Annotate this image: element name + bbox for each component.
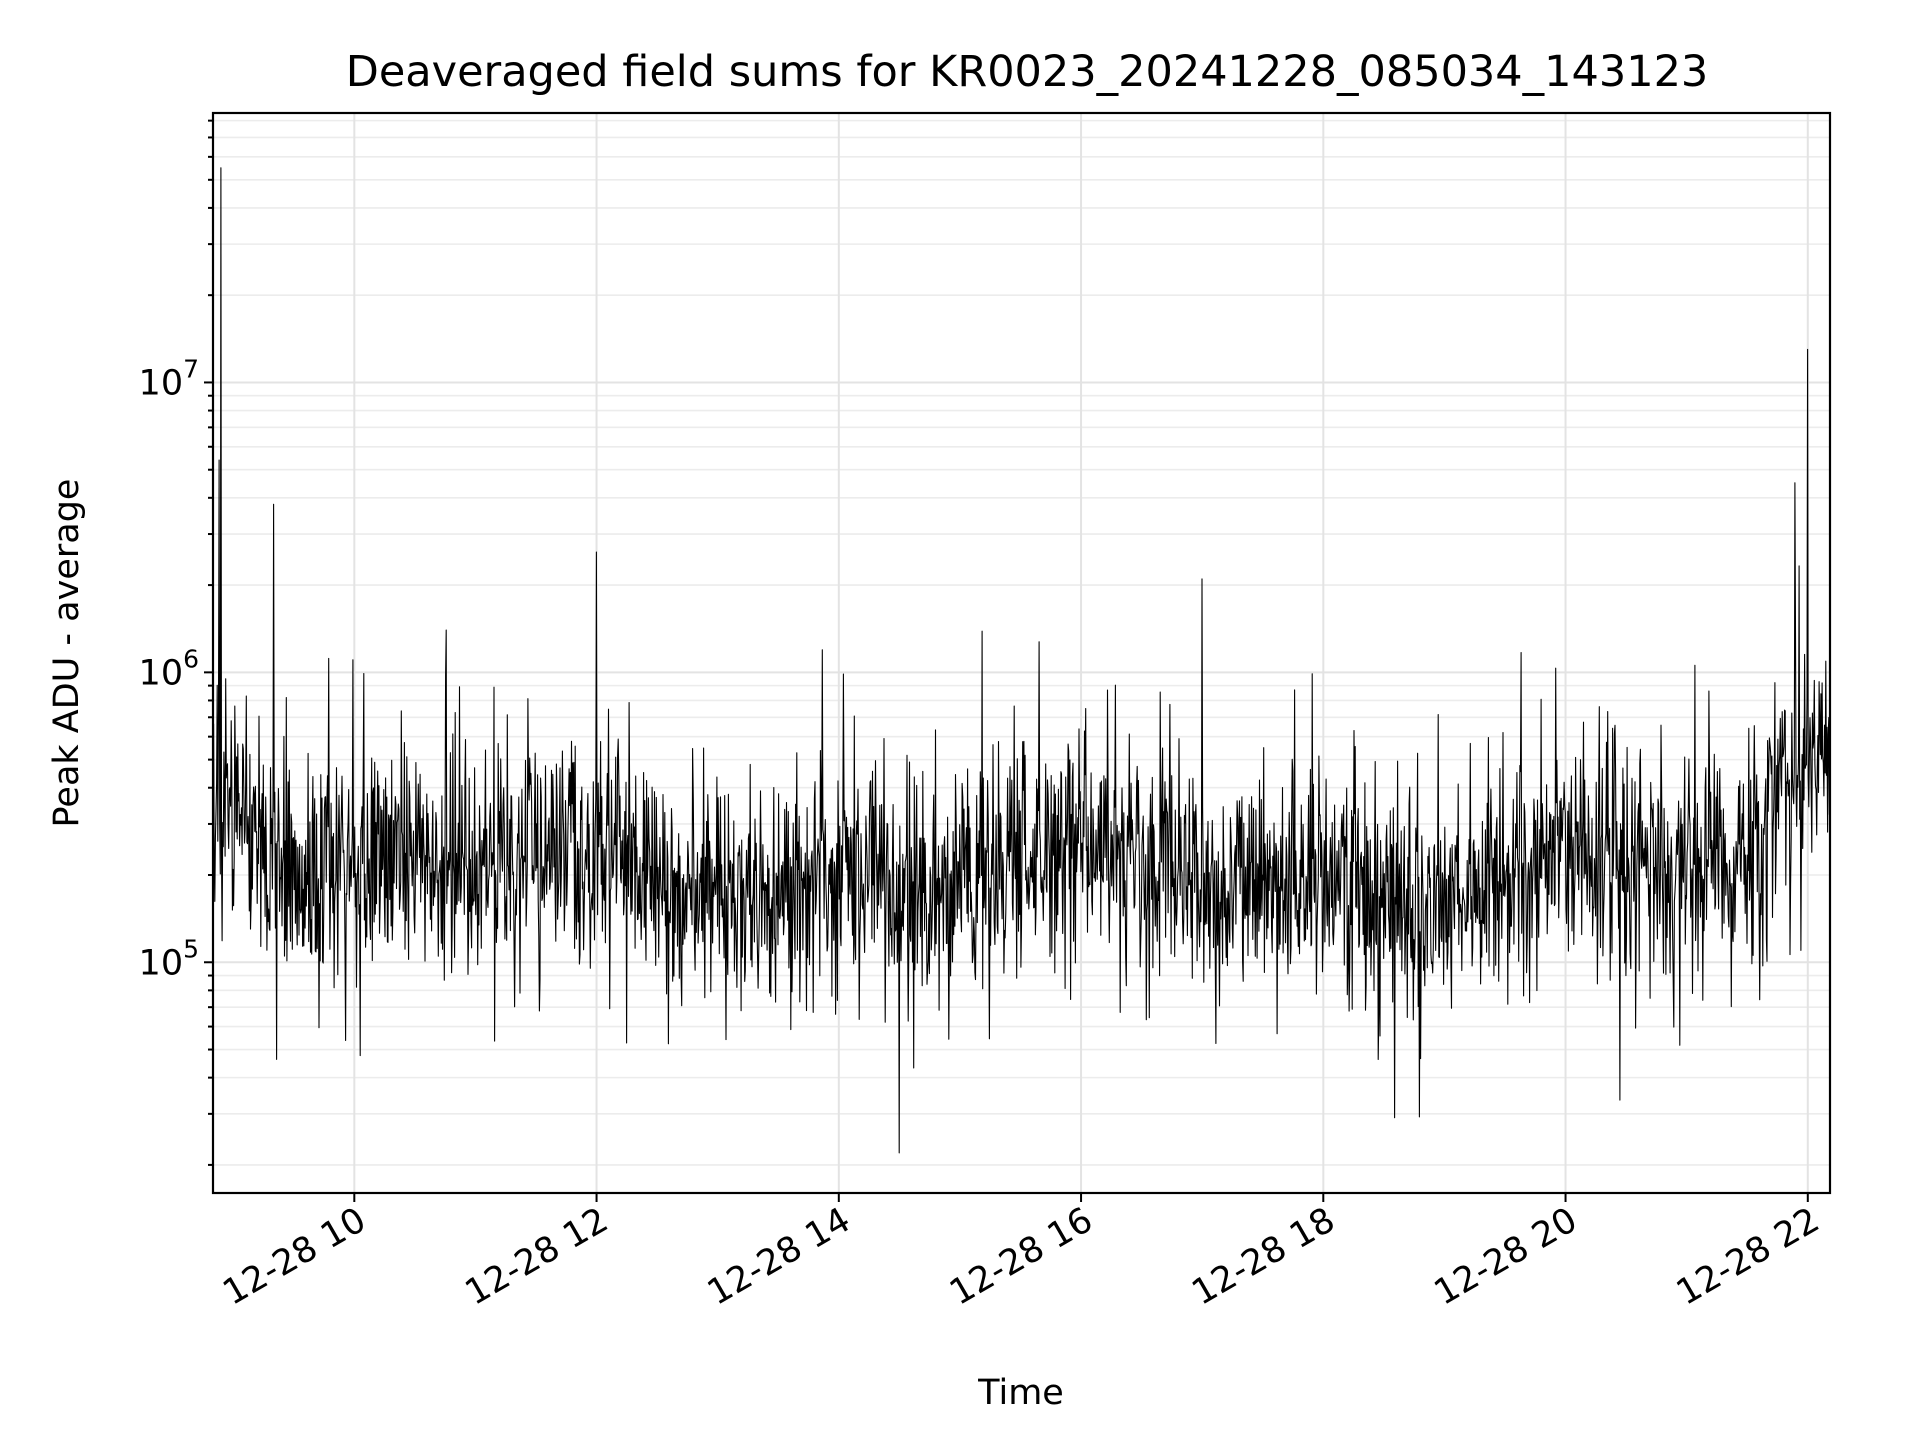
plot-frame [211, 111, 1832, 1195]
x-axis-label: Time [977, 1373, 1064, 1413]
series-line [212, 167, 1831, 1154]
axis-ticks [204, 119, 1809, 1202]
chart-title: Deaveraged field sums for KR0023_2024122… [346, 47, 1709, 97]
y-tick-labels: 105 106 107 [139, 354, 199, 983]
series-layer [212, 167, 1831, 1154]
major-gridlines [213, 113, 1830, 1193]
minor-gridlines [213, 119, 1830, 1166]
y-axis-label: Peak ADU - average [47, 479, 87, 828]
y-tick-label: 106 [139, 644, 199, 693]
plot-background [213, 113, 1830, 1193]
y-tick-label: 105 [139, 934, 199, 983]
plot-area [204, 111, 1832, 1202]
y-tick-label: 107 [139, 354, 199, 403]
